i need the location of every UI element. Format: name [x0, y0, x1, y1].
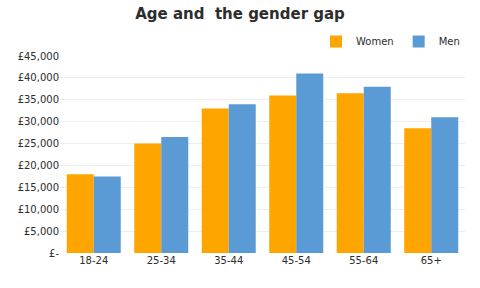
svg-text:£30,000: £30,000 [18, 116, 59, 127]
svg-text:£45,000: £45,000 [18, 51, 59, 62]
svg-text:65+: 65+ [421, 255, 442, 266]
svg-text:25-34: 25-34 [147, 255, 176, 266]
svg-text:Age and the gender gap: Age and the gender gap [135, 5, 345, 23]
svg-text:£20,000: £20,000 [18, 160, 59, 171]
svg-text:35-44: 35-44 [214, 255, 243, 266]
svg-text:£5,000: £5,000 [24, 226, 59, 237]
svg-text:£15,000: £15,000 [18, 182, 59, 193]
svg-text:Women: Women [356, 36, 394, 47]
svg-text:18-24: 18-24 [79, 255, 108, 266]
svg-text:£35,000: £35,000 [18, 94, 59, 105]
svg-text:£40,000: £40,000 [18, 72, 59, 83]
svg-text:£10,000: £10,000 [18, 204, 59, 215]
svg-text:45-54: 45-54 [282, 255, 311, 266]
svg-text:£-: £- [49, 248, 59, 259]
svg-text:Men: Men [439, 36, 460, 47]
svg-text:£25,000: £25,000 [18, 138, 59, 149]
svg-text:55-64: 55-64 [349, 255, 378, 266]
